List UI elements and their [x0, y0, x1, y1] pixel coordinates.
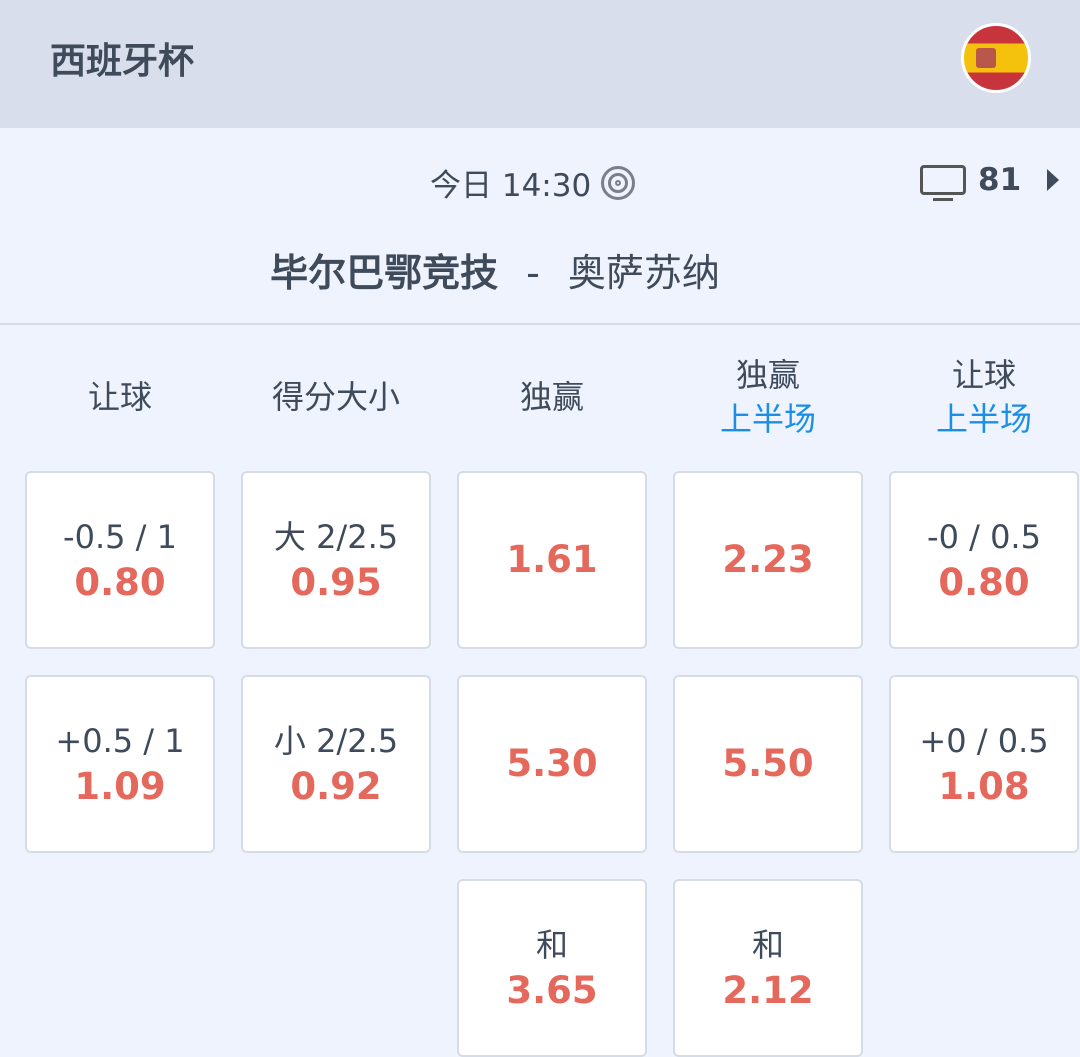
odds-button[interactable]: 2.23: [673, 471, 863, 649]
odds-button[interactable]: 和 3.65: [457, 879, 647, 1057]
column-title: 得分大小: [271, 378, 400, 416]
column-title: 独赢: [735, 356, 800, 394]
column-header: 独赢 上半场: [673, 352, 863, 442]
odds-value: 5.30: [506, 742, 598, 785]
tv-button[interactable]: 81: [920, 162, 1060, 201]
odds-line: +0.5 / 1: [55, 722, 185, 760]
odds-line: -0 / 0.5: [927, 518, 1041, 556]
odds-value: 5.50: [722, 742, 814, 785]
column-title: 让球: [87, 378, 152, 416]
team-separator: -: [526, 251, 540, 295]
odds-value: 0.80: [938, 561, 1030, 604]
odds-button[interactable]: 5.30: [457, 675, 647, 853]
odds-line: 小 2/2.5: [273, 722, 399, 760]
chevron-right-icon: [1047, 169, 1060, 191]
odds-line: -0.5 / 1: [63, 518, 177, 556]
column-subtitle: 上半场: [719, 400, 816, 438]
league-title: 西班牙杯: [50, 41, 195, 82]
column-subtitle: 上半场: [935, 400, 1032, 438]
odds-button[interactable]: -0 / 0.5 0.80: [889, 471, 1079, 649]
odds-line: 大 2/2.5: [273, 518, 399, 556]
home-team: 毕尔巴鄂竞技: [270, 251, 499, 295]
away-team: 奥萨苏纳: [567, 251, 720, 295]
odds-value: 1.09: [74, 765, 166, 808]
odds-line: 和: [751, 926, 784, 964]
odds-line: 和: [535, 926, 568, 964]
odds-button[interactable]: +0 / 0.5 1.08: [889, 675, 1079, 853]
spain-flag-icon[interactable]: [961, 23, 1031, 93]
column-title: 让球: [951, 356, 1016, 394]
odds-button[interactable]: -0.5 / 1 0.80: [25, 471, 215, 649]
divider: [0, 323, 1080, 325]
odds-value: 0.80: [74, 561, 166, 604]
match-time: 今日 14:30: [430, 160, 636, 205]
target-icon: [601, 165, 636, 200]
odds-button[interactable]: 小 2/2.5 0.92: [241, 675, 431, 853]
tv-icon: [920, 165, 966, 201]
odds-value: 2.23: [722, 538, 814, 581]
tv-count: 81: [978, 162, 1022, 198]
odds-value: 0.92: [290, 765, 382, 808]
odds-button[interactable]: 大 2/2.5 0.95: [241, 471, 431, 649]
odds-button[interactable]: +0.5 / 1 1.09: [25, 675, 215, 853]
column-header: 得分大小: [241, 352, 431, 442]
odds-value: 0.95: [290, 561, 382, 604]
match-time-text: 今日 14:30: [430, 168, 592, 204]
odds-value: 3.65: [506, 969, 598, 1012]
odds-line: +0 / 0.5: [919, 722, 1049, 760]
odds-button[interactable]: 5.50: [673, 675, 863, 853]
odds-value: 2.12: [722, 969, 814, 1012]
odds-button[interactable]: 1.61: [457, 471, 647, 649]
odds-button[interactable]: 和 2.12: [673, 879, 863, 1057]
column-header: 让球: [25, 352, 215, 442]
header: 西班牙杯: [0, 0, 1080, 128]
column-header: 独赢: [457, 352, 647, 442]
column-header: 让球 上半场: [889, 352, 1079, 442]
odds-value: 1.08: [938, 765, 1030, 808]
column-title: 独赢: [519, 378, 584, 416]
teams: 毕尔巴鄂竞技 - 奥萨苏纳: [0, 242, 990, 297]
odds-value: 1.61: [506, 538, 598, 581]
